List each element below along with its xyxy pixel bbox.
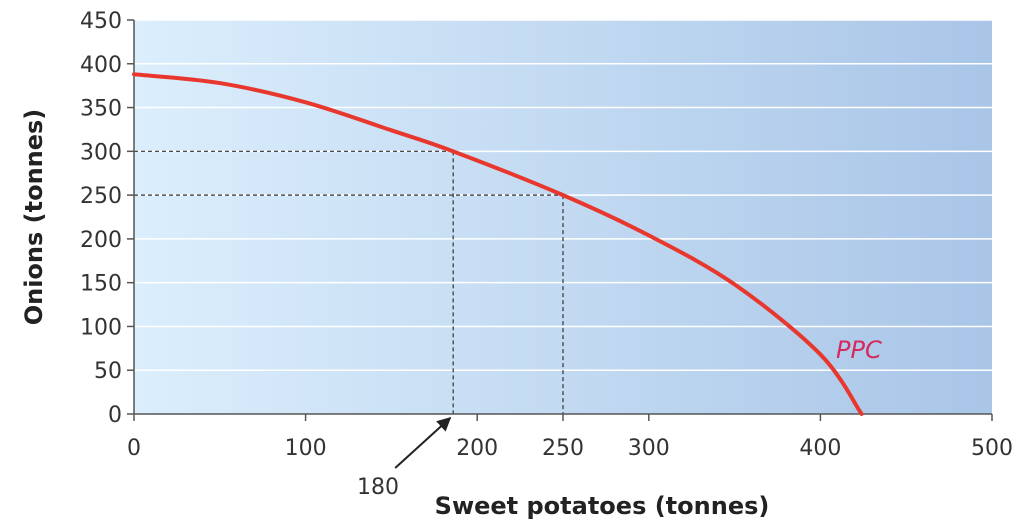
x-tick-label-500: 500 [971, 436, 1013, 461]
ppc-curve [132, 72, 864, 416]
y-axis-title: Onions (tonnes) [20, 109, 48, 326]
y-axis-ticks: 0 50 100 150 200 250 300 350 400 450 [80, 9, 134, 428]
y-tick-label-150: 150 [80, 272, 122, 297]
y-tick-label-0: 0 [108, 403, 122, 428]
y-tick-label-50: 50 [94, 359, 122, 384]
y-tick-label-100: 100 [80, 315, 122, 340]
annotation-180-label: 180 [357, 475, 399, 500]
ppc-curve-label: PPC [836, 336, 882, 364]
x-axis-title: Sweet potatoes (tonnes) [435, 492, 770, 520]
x-tick-label-400: 400 [799, 436, 841, 461]
x-tick-label-250: 250 [542, 436, 584, 461]
y-tick-label-450: 450 [80, 9, 122, 34]
y-tick-label-300: 300 [80, 140, 122, 165]
x-tick-label-300: 300 [628, 436, 670, 461]
y-tick-label-250: 250 [80, 184, 122, 209]
x-tick-label-200: 200 [456, 436, 498, 461]
reference-lines [134, 150, 564, 414]
x-axis-ticks: 0 100 200 250 300 400 500 [127, 414, 1013, 461]
y-tick-label-200: 200 [80, 228, 122, 253]
x-tick-label-100: 100 [285, 436, 327, 461]
annotation-arrow [394, 417, 452, 469]
y-tick-label-400: 400 [80, 53, 122, 78]
x-tick-label-0: 0 [127, 436, 141, 461]
y-tick-label-350: 350 [80, 97, 122, 122]
